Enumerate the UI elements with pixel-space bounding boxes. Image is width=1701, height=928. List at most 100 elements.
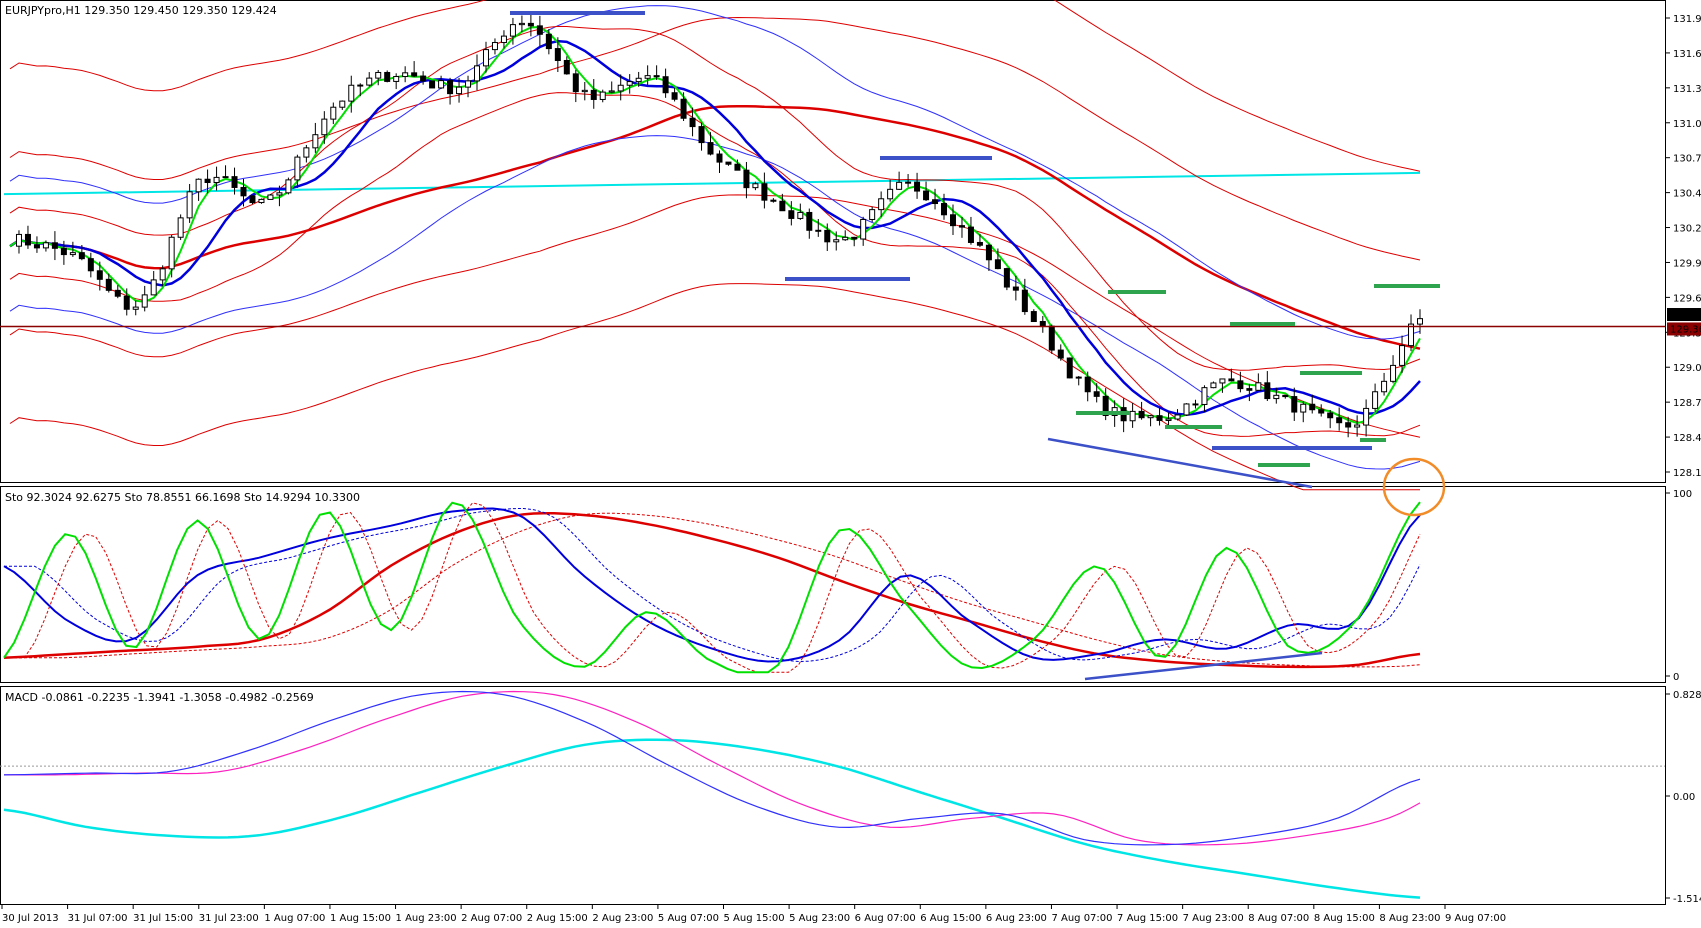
y-tick-label: 0.8286 (1673, 690, 1701, 701)
candle-body (590, 89, 597, 100)
candle (177, 214, 184, 241)
candle (482, 41, 489, 73)
candle (653, 65, 660, 80)
candle (1030, 309, 1037, 323)
candle (447, 77, 454, 105)
candle (1381, 372, 1388, 396)
candle (671, 88, 678, 102)
price-panel[interactable] (0, 0, 1666, 483)
candle-body (608, 90, 615, 93)
candle (204, 169, 211, 194)
candle (1048, 324, 1055, 354)
candle (590, 79, 597, 109)
candle (1219, 378, 1226, 393)
divergence-line-price (1047, 437, 1313, 489)
price-label-bg (1667, 322, 1701, 336)
candle (1138, 401, 1145, 420)
candle (1408, 314, 1415, 352)
candle (572, 69, 579, 103)
candle-body (1057, 349, 1064, 359)
candle (312, 122, 319, 153)
candle-body (1300, 403, 1307, 413)
macd-panel[interactable] (0, 686, 1666, 905)
candle (366, 72, 373, 87)
candle (860, 216, 867, 246)
candle (967, 216, 974, 245)
y-tick-label: 131.085 (1673, 119, 1701, 130)
candle-body (447, 80, 454, 95)
candle (797, 203, 804, 220)
candle-body (689, 117, 696, 128)
candle (581, 81, 588, 101)
price-label: 129.361 (1667, 322, 1701, 336)
x-tick-label: 8 Aug 07:00 (1248, 913, 1309, 924)
candle (249, 195, 256, 205)
candle (303, 144, 310, 163)
candle (842, 230, 849, 241)
y-tick-label: 131.970 (1673, 14, 1701, 25)
candle-body (1012, 286, 1019, 291)
candle-body (1417, 318, 1423, 325)
candle (1273, 387, 1280, 404)
candle (420, 71, 427, 85)
candle (1165, 412, 1172, 426)
y-tick-label: -1.5142 (1673, 894, 1701, 905)
x-tick-label: 1 Aug 23:00 (396, 913, 457, 924)
envelope-lower-outer (9, 283, 1420, 491)
price-label-text: 129.424 (1670, 310, 1701, 321)
candle-body (932, 199, 939, 205)
candle (1192, 399, 1199, 409)
candle-body (941, 203, 948, 216)
candle-body (482, 49, 489, 67)
candle-body (635, 77, 642, 83)
candle-body (923, 190, 930, 201)
candle-body (33, 244, 40, 249)
stoch-panel-header: Sto 92.3024 92.6275 Sto 78.8551 66.1698 … (5, 491, 360, 504)
candle-body (123, 295, 130, 310)
candle (932, 188, 939, 210)
stoch-panel[interactable] (0, 486, 1666, 683)
candle (69, 241, 76, 257)
macd-plot (0, 690, 1665, 899)
candle-body (1219, 378, 1226, 384)
candle-body (384, 71, 391, 82)
candle (716, 150, 723, 173)
candle-body (69, 252, 76, 256)
candle (330, 102, 337, 125)
y-tick-label: 129.905 (1673, 258, 1701, 269)
x-tick-label: 5 Aug 15:00 (724, 913, 785, 924)
bollinger-upper (9, 5, 1421, 340)
candle-body (860, 218, 867, 240)
candle-body (249, 195, 256, 204)
candle (518, 15, 525, 33)
candle (258, 198, 265, 204)
candle-body (303, 147, 310, 158)
candle-body (644, 75, 651, 79)
x-tick-label: 30 Jul 2013 (2, 913, 59, 924)
candle-body (958, 225, 965, 228)
price-panel-header: EURJPYpro,H1 129.350 129.450 129.350 129… (5, 4, 277, 17)
candle-body (815, 229, 822, 232)
candle-body (294, 156, 301, 181)
candle-body (734, 163, 741, 171)
candle-body (626, 81, 633, 86)
candle (1336, 407, 1343, 431)
candle (536, 15, 543, 46)
candle-body (1390, 364, 1397, 382)
candle-body (967, 226, 974, 243)
candle-body (330, 106, 337, 120)
x-tick-label: 9 Aug 07:00 (1445, 913, 1506, 924)
candle (788, 201, 795, 226)
candle (105, 273, 112, 293)
x-tick-label: 31 Jul 07:00 (68, 913, 128, 924)
candle-body (1372, 391, 1379, 409)
candle (159, 265, 166, 287)
candle-body (833, 239, 840, 243)
candle (168, 234, 175, 278)
candle (456, 77, 463, 103)
y-tick-label: 130.495 (1673, 189, 1701, 200)
candle (707, 132, 714, 156)
candle (1003, 267, 1010, 291)
y-tick-label: 0.00 (1673, 792, 1695, 803)
